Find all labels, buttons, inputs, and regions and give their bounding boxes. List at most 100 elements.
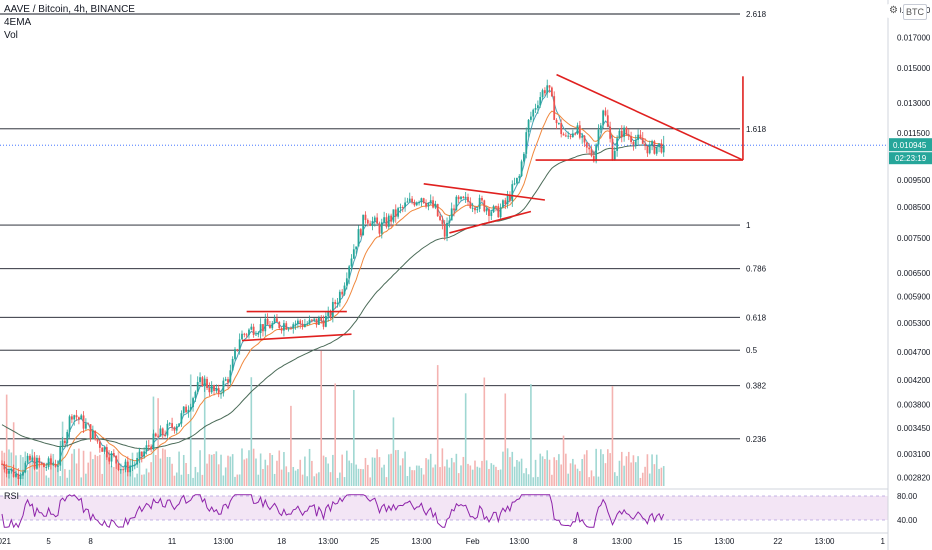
volume-bar [597, 476, 600, 486]
volume-bar [101, 473, 103, 486]
candle-body [516, 177, 518, 184]
volume-bar [213, 454, 215, 486]
volume-bar [113, 467, 115, 486]
volume-bar [483, 377, 486, 486]
volume-bar [641, 472, 644, 486]
candle-body [574, 133, 577, 135]
ema-mid-line [1, 110, 664, 472]
volume-bar [579, 471, 581, 486]
volume-bar [441, 448, 444, 486]
candle-body [448, 220, 451, 223]
candle-body [50, 458, 52, 465]
candle-body [224, 379, 227, 381]
candle-body [194, 391, 197, 399]
volume-bar [343, 477, 346, 486]
candle-body [327, 311, 330, 316]
volume-bar [143, 474, 145, 486]
candle-body [82, 415, 85, 429]
candle-body [492, 206, 495, 213]
volume-bar [43, 464, 45, 486]
volume-bar [539, 453, 542, 486]
volume-bar [469, 465, 472, 486]
price-axis-label: 0.003100 [897, 450, 931, 459]
candle-body [334, 301, 337, 305]
candle-body [217, 388, 220, 394]
volume-bar [206, 463, 208, 486]
candle-body [31, 457, 34, 460]
volume-bar [297, 469, 299, 486]
time-axis-label: 8 [88, 537, 93, 546]
candle-body [585, 142, 588, 148]
volume-bar [394, 450, 397, 486]
volume-bar [33, 455, 36, 486]
volume-bar [369, 477, 371, 486]
volume-bar [655, 454, 658, 486]
price-axis-label: 0.005300 [897, 319, 931, 328]
candle-body [222, 380, 225, 394]
volume-bar [525, 468, 528, 486]
volume-bar [588, 477, 590, 486]
volume-bar [318, 472, 320, 486]
fib-level-label: 2.618 [746, 10, 767, 19]
volume-bar [586, 450, 588, 486]
volume-bar [422, 474, 425, 486]
countdown-tag [889, 152, 932, 165]
candle-body [462, 196, 465, 198]
volume-bar [141, 474, 143, 486]
candle-body [47, 458, 50, 467]
candle-body [185, 406, 187, 413]
volume-bar [420, 468, 423, 486]
volume-bar [106, 450, 108, 486]
volume-bar [124, 460, 127, 486]
volume-bar [180, 474, 183, 486]
settings-gear-icon[interactable]: ⚙ [887, 4, 900, 18]
candle-body [96, 438, 99, 442]
volume-bar [192, 477, 194, 486]
volume-bar [68, 469, 71, 486]
volume-indicator-label[interactable]: Vol [4, 30, 18, 41]
candle-body [641, 138, 644, 144]
candle-body [341, 291, 344, 295]
trend-line [423, 182, 545, 201]
candle-body [290, 328, 292, 330]
candle-body [75, 415, 78, 418]
candle-body [145, 445, 148, 452]
candle-body [269, 324, 271, 329]
volume-bar [36, 471, 38, 486]
time-axis-label: 8 [573, 537, 578, 546]
candle-body [29, 455, 31, 460]
volume-bar [490, 463, 493, 486]
volume-bar [99, 454, 101, 486]
volume-bar [404, 451, 406, 486]
volume-bar [157, 398, 159, 486]
volume-bar [520, 458, 523, 486]
ema-indicator-label[interactable]: 4EMA [4, 17, 32, 28]
time-axis-label: 13:00 [814, 537, 835, 546]
candle-body [245, 334, 248, 336]
volume-bar [159, 458, 162, 486]
candle-body [271, 323, 274, 329]
currency-button[interactable]: BTC [903, 4, 927, 20]
candle-body [241, 333, 243, 340]
volume-bar [315, 473, 318, 486]
volume-bar [299, 459, 302, 486]
volume-bar [189, 374, 192, 486]
candle-body [119, 469, 122, 471]
volume-bar [322, 455, 325, 486]
volume-bar [311, 460, 313, 486]
candle-body [5, 469, 8, 474]
candle-body [541, 90, 544, 98]
volume-bar [227, 455, 229, 486]
volume-bar [346, 450, 348, 486]
candle-body [450, 208, 453, 221]
candle-body [658, 143, 660, 147]
volume-bar [455, 453, 458, 486]
candle-body [485, 208, 488, 212]
volume-bar [415, 465, 418, 486]
volume-bar [80, 477, 83, 486]
candle-body [352, 249, 355, 259]
volume-bar [660, 467, 663, 486]
volume-bar [273, 473, 276, 486]
candle-body [159, 428, 162, 437]
